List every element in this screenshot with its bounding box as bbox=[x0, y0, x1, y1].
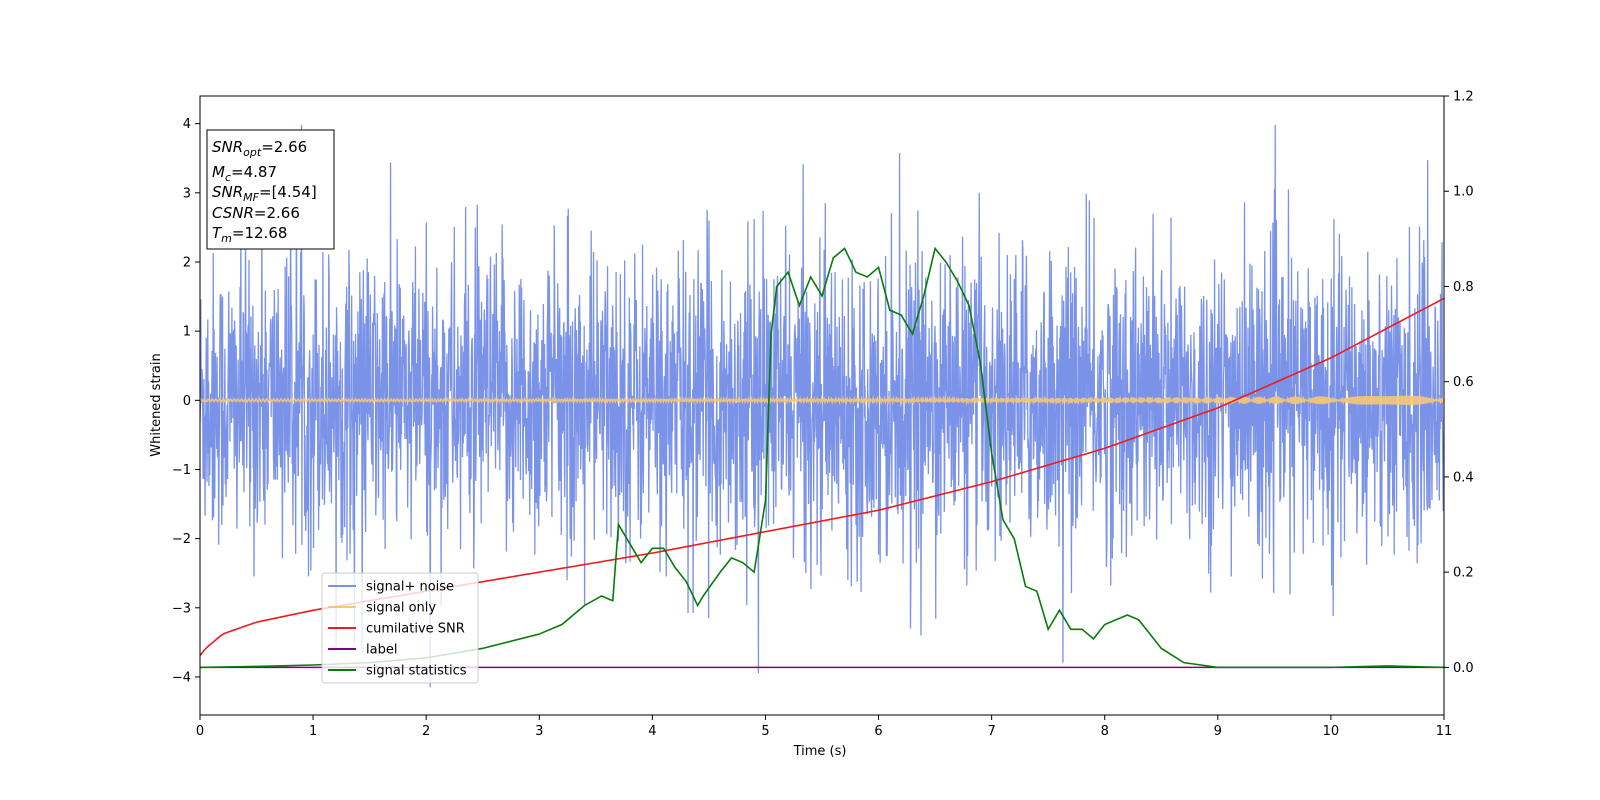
y-tick-label: 3 bbox=[183, 186, 191, 201]
y2-tick-label: 0.2 bbox=[1453, 566, 1474, 581]
legend-label: label bbox=[366, 643, 397, 658]
x-tick-label: 5 bbox=[761, 724, 769, 739]
legend-label: cumilative SNR bbox=[366, 622, 465, 637]
x-tick-label: 10 bbox=[1323, 724, 1340, 739]
legend-label: signal statistics bbox=[366, 664, 467, 679]
y-tick-label: −4 bbox=[172, 670, 191, 685]
x-tick-label: 4 bbox=[648, 724, 656, 739]
legend-label: signal+ noise bbox=[366, 580, 454, 595]
stats-line: CSNR=2.66 bbox=[212, 204, 300, 222]
y-tick-label: 0 bbox=[183, 394, 191, 409]
x-tick-label: 1 bbox=[309, 724, 317, 739]
y-tick-label: −3 bbox=[172, 601, 191, 616]
y-tick-label: 1 bbox=[183, 325, 191, 340]
x-tick-label: 3 bbox=[535, 724, 543, 739]
y-axis-left: −4 −3 −2 −1 0 1 2 3 4 bbox=[172, 117, 200, 685]
y2-tick-label: 1.2 bbox=[1453, 90, 1474, 105]
stats-line: Mc=4.87 bbox=[212, 163, 277, 184]
stats-line: Tm=12.68 bbox=[212, 224, 287, 245]
legend-label: signal only bbox=[366, 601, 436, 616]
x-tick-label: 7 bbox=[987, 724, 995, 739]
x-tick-label: 11 bbox=[1436, 724, 1453, 739]
stats-box-frame bbox=[206, 129, 335, 250]
series-signal-statistics bbox=[200, 246, 1444, 669]
plot-frame bbox=[199, 95, 1445, 716]
y2-tick-label: 0.8 bbox=[1453, 280, 1474, 295]
x-tick-label: 0 bbox=[196, 724, 204, 739]
series-signal-only bbox=[200, 395, 1444, 406]
x-tick-label: 8 bbox=[1101, 724, 1109, 739]
y-tick-label: −2 bbox=[172, 532, 191, 547]
x-tick-label: 2 bbox=[422, 724, 430, 739]
y-axis-right: 0.0 0.2 0.4 0.6 0.8 1.0 1.2 bbox=[1444, 90, 1474, 676]
x-axis: 0 1 2 3 4 5 6 7 8 9 10 11 bbox=[196, 715, 1452, 739]
y2-tick-label: 1.0 bbox=[1453, 185, 1474, 200]
x-tick-label: 6 bbox=[874, 724, 882, 739]
y-tick-label: −1 bbox=[172, 463, 191, 478]
legend-frame bbox=[321, 572, 479, 684]
y2-tick-label: 0.0 bbox=[1453, 661, 1474, 676]
x-axis-label: Time (s) bbox=[793, 744, 847, 759]
y-axis-label: Whitened strain bbox=[149, 353, 164, 456]
y2-tick-label: 0.6 bbox=[1453, 375, 1474, 390]
legend: signal+ noise signal only cumilative SNR la… bbox=[321, 572, 479, 684]
stats-line: SNRMF=[4.54] bbox=[212, 183, 317, 204]
series-signal-noise bbox=[200, 125, 1444, 688]
x-tick-label: 9 bbox=[1214, 724, 1222, 739]
y-tick-label: 4 bbox=[183, 117, 191, 132]
y-tick-label: 2 bbox=[183, 255, 191, 270]
stats-line: SNRopt=2.66 bbox=[212, 138, 307, 159]
y2-tick-label: 0.4 bbox=[1453, 470, 1474, 485]
